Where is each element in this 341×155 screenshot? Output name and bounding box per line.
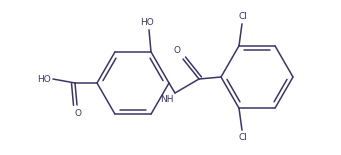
Text: HO: HO — [37, 75, 51, 84]
Text: O: O — [173, 46, 180, 55]
Text: NH: NH — [161, 95, 174, 104]
Text: Cl: Cl — [239, 12, 248, 21]
Text: HO: HO — [140, 18, 154, 27]
Text: O: O — [74, 109, 81, 118]
Text: Cl: Cl — [239, 133, 248, 142]
